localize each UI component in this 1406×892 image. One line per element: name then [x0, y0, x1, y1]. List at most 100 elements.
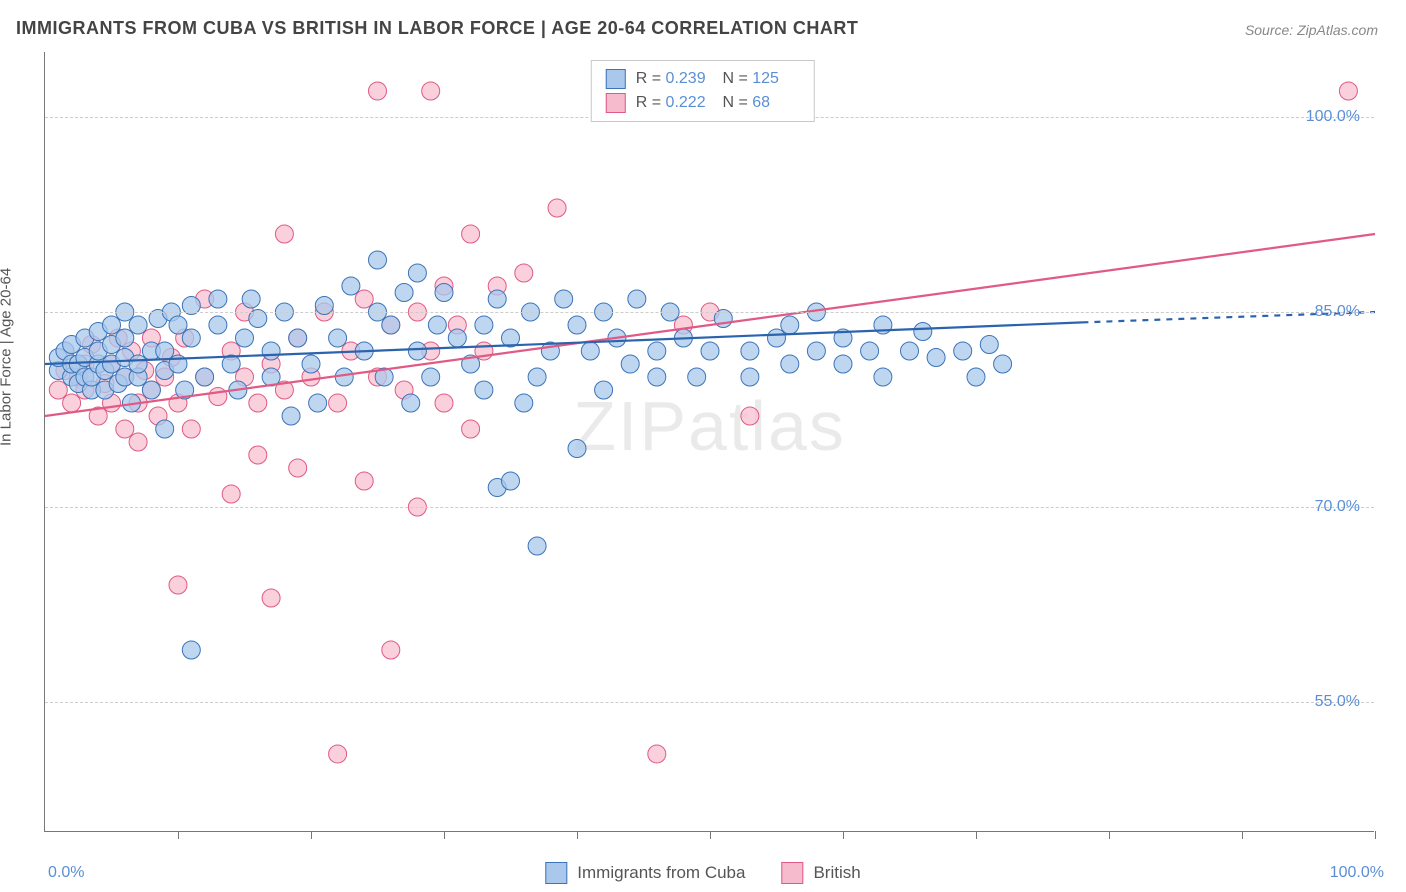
- cuba-point: [568, 316, 586, 334]
- british-point: [129, 433, 147, 451]
- cuba-point: [422, 368, 440, 386]
- x-axis-min-label: 0.0%: [48, 864, 84, 882]
- british-point: [169, 576, 187, 594]
- cuba-point: [408, 342, 426, 360]
- british-point: [209, 388, 227, 406]
- legend-swatch: [781, 862, 803, 884]
- x-axis-max-label: 100.0%: [1330, 864, 1384, 882]
- cuba-point: [435, 284, 453, 302]
- cuba-point: [528, 537, 546, 555]
- cuba-point: [807, 342, 825, 360]
- cuba-point: [515, 394, 533, 412]
- cuba-point: [182, 641, 200, 659]
- cuba-point: [502, 472, 520, 490]
- cuba-point: [595, 381, 613, 399]
- legend-label: British: [813, 863, 860, 883]
- british-point: [222, 485, 240, 503]
- cuba-point: [402, 394, 420, 412]
- cuba-point: [628, 290, 646, 308]
- cuba-point: [768, 329, 786, 347]
- x-tick: [1375, 831, 1376, 839]
- cuba-point: [488, 290, 506, 308]
- cuba-point: [142, 381, 160, 399]
- british-trend-line: [45, 234, 1375, 416]
- british-point: [249, 394, 267, 412]
- x-tick: [976, 831, 977, 839]
- y-axis-title: In Labor Force | Age 20-64: [0, 268, 15, 446]
- british-point: [329, 394, 347, 412]
- cuba-point: [555, 290, 573, 308]
- cuba-point: [980, 336, 998, 354]
- cuba-point: [927, 349, 945, 367]
- cuba-point: [209, 290, 227, 308]
- cuba-point: [581, 342, 599, 360]
- correlation-legend-row: R = 0.222 N = 68: [606, 91, 800, 115]
- cuba-point: [302, 355, 320, 373]
- legend-stat-text: R = 0.222 N = 68: [636, 91, 800, 115]
- british-point: [1339, 82, 1357, 100]
- british-point: [369, 82, 387, 100]
- chart-container: IMMIGRANTS FROM CUBA VS BRITISH IN LABOR…: [0, 0, 1406, 892]
- cuba-point: [568, 440, 586, 458]
- cuba-point: [781, 316, 799, 334]
- british-point: [63, 394, 81, 412]
- british-point: [422, 82, 440, 100]
- cuba-point: [861, 342, 879, 360]
- grid-line: [45, 702, 1374, 703]
- grid-line: [45, 507, 1374, 508]
- y-tick-label: 85.0%: [1315, 303, 1360, 321]
- cuba-point: [242, 290, 260, 308]
- british-point: [275, 225, 293, 243]
- british-point: [648, 745, 666, 763]
- cuba-point: [994, 355, 1012, 373]
- british-point: [329, 745, 347, 763]
- british-point: [548, 199, 566, 217]
- cuba-point: [741, 342, 759, 360]
- y-tick-label: 55.0%: [1315, 693, 1360, 711]
- cuba-point: [182, 329, 200, 347]
- x-tick: [1242, 831, 1243, 839]
- cuba-point: [329, 329, 347, 347]
- grid-line: [45, 312, 1374, 313]
- y-tick-label: 100.0%: [1306, 108, 1360, 126]
- cuba-point: [282, 407, 300, 425]
- scatter-svg: [45, 52, 1374, 831]
- series-legend: Immigrants from Cuba British: [545, 862, 860, 884]
- cuba-point: [395, 284, 413, 302]
- cuba-point: [408, 264, 426, 282]
- chart-title: IMMIGRANTS FROM CUBA VS BRITISH IN LABOR…: [16, 18, 858, 39]
- x-tick: [1109, 831, 1110, 839]
- correlation-legend: R = 0.239 N = 125R = 0.222 N = 68: [591, 60, 815, 122]
- series-legend-item: British: [781, 862, 860, 884]
- british-point: [249, 446, 267, 464]
- cuba-point: [475, 381, 493, 399]
- x-tick: [710, 831, 711, 839]
- cuba-point: [103, 316, 121, 334]
- cuba-point: [448, 329, 466, 347]
- cuba-point: [648, 342, 666, 360]
- british-point: [355, 290, 373, 308]
- cuba-point: [156, 342, 174, 360]
- cuba-point: [954, 342, 972, 360]
- cuba-point: [781, 355, 799, 373]
- cuba-point: [209, 316, 227, 334]
- cuba-point: [528, 368, 546, 386]
- x-tick: [178, 831, 179, 839]
- legend-label: Immigrants from Cuba: [577, 863, 745, 883]
- british-point: [462, 225, 480, 243]
- british-point: [289, 459, 307, 477]
- cuba-point: [688, 368, 706, 386]
- british-point: [182, 420, 200, 438]
- cuba-point: [621, 355, 639, 373]
- british-point: [116, 420, 134, 438]
- british-point: [515, 264, 533, 282]
- cuba-point: [262, 342, 280, 360]
- series-legend-item: Immigrants from Cuba: [545, 862, 745, 884]
- cuba-point: [914, 323, 932, 341]
- cuba-point: [648, 368, 666, 386]
- cuba-point: [741, 368, 759, 386]
- cuba-point: [236, 329, 254, 347]
- source-attribution: Source: ZipAtlas.com: [1245, 22, 1378, 38]
- cuba-point: [156, 420, 174, 438]
- x-tick: [444, 831, 445, 839]
